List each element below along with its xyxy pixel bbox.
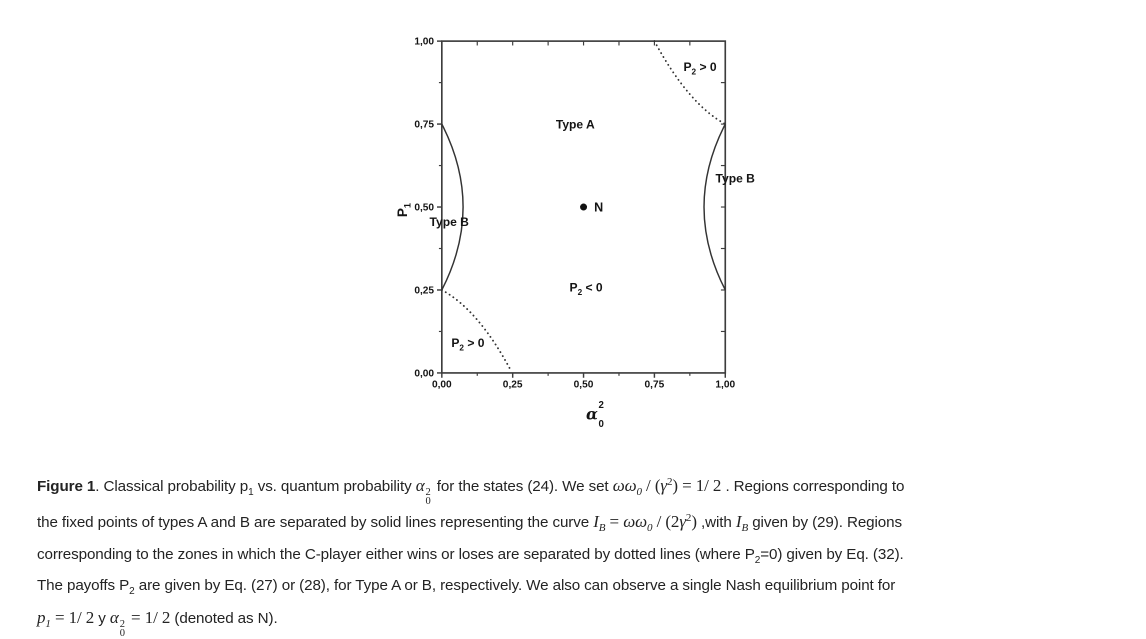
caption-text: ) <box>691 512 702 531</box>
caption-text: . Regions corresponding to <box>721 478 905 495</box>
caption-text: (denoted as N). <box>170 609 278 627</box>
region-type-a: Type A <box>556 117 595 131</box>
probability-chart: 0,00 0,25 0,50 0,75 1,00 1,00 0,75 0,50 0,25 0,00… <box>370 15 800 460</box>
caption-text: I <box>593 512 599 531</box>
caption-text: p <box>37 607 46 627</box>
x-tick-label: 0,00 <box>432 379 452 390</box>
region-type-b-left: Type B <box>430 215 470 229</box>
caption-text: given by (29). Regions <box>748 514 902 531</box>
x-tick-label: 0,25 <box>503 379 523 390</box>
caption-text: 0 <box>647 522 653 534</box>
caption-text: vs. quantum probability <box>253 478 416 495</box>
y-tick-label: 0,25 <box>414 285 434 296</box>
x-tick-label: 0,75 <box>645 379 665 390</box>
caption-text: ωω <box>612 476 637 495</box>
caption-text: 1 <box>248 487 254 498</box>
y-tick-label: 1,00 <box>414 37 434 48</box>
caption-text: 2 <box>754 554 761 566</box>
caption-text: = 1/ 2 <box>50 607 95 627</box>
figure-caption: Figure 1. Classical probability p1 vs. q… <box>37 470 1137 638</box>
region-p2-positive-top: P2 > 0 <box>683 60 716 76</box>
caption-line: The payoffs P2 are given by Eq. (27) or … <box>37 573 1137 605</box>
caption-text: are given by Eq. (27) or (28), for Type … <box>134 577 896 594</box>
caption-text: 2 <box>685 512 692 524</box>
y-tick-label: 0,50 <box>414 202 434 213</box>
caption-text: γ <box>660 476 667 495</box>
caption-text: ) = 1/ 2 <box>672 476 722 495</box>
caption-math-symbol: α <box>415 476 425 495</box>
caption-text: y <box>94 609 110 627</box>
y-tick-label: 0,00 <box>414 368 434 379</box>
caption-text: = <box>605 512 624 531</box>
region-p2-positive-bottom: P2 > 0 <box>451 336 484 352</box>
caption-text: ωω <box>623 512 648 531</box>
caption-text: =0) given by Eq. (32). <box>760 545 904 563</box>
caption-line: the fixed points of types A and B are se… <box>37 506 1137 542</box>
caption-text: ,with <box>701 514 736 531</box>
x-axis-title-subscript: 0 <box>599 419 604 430</box>
figure-page: 0,00 0,25 0,50 0,75 1,00 1,00 0,75 0,50 0,25 0,00… <box>37 15 905 639</box>
caption-text: / ( <box>641 476 661 495</box>
caption-line: corresponding to the zones in which the … <box>37 542 1137 574</box>
caption-text: / (2 <box>652 512 680 531</box>
nash-equilibrium-point <box>580 203 588 211</box>
caption-text: Figure 1 <box>37 478 96 495</box>
caption-text: The payoffs P <box>37 577 130 594</box>
curve-type-boundary-left <box>441 123 464 291</box>
y-tick-label: 0,75 <box>414 119 434 130</box>
x-tick-label: 0,50 <box>574 379 594 390</box>
caption-text: 0 <box>636 486 643 498</box>
x-tick-label: 1,00 <box>715 379 735 390</box>
caption-text: = 1/ 2 <box>126 607 171 627</box>
region-p2-negative-center: P2 < 0 <box>570 281 603 297</box>
caption-text: corresponding to the zones in which the … <box>37 545 755 563</box>
nash-equilibrium-point-label: N <box>594 200 603 214</box>
curve-p2-zero-top-right <box>653 40 727 125</box>
caption-text: the fixed points of types A and B are se… <box>37 514 594 531</box>
y-axis-title: P1 <box>395 203 412 217</box>
caption-text: B <box>741 522 749 534</box>
curve-p2-zero-bottom-left <box>440 289 513 373</box>
caption-text: for the states (24). We set <box>432 478 613 495</box>
chart-canvas: 0,00 0,25 0,50 0,75 1,00 1,00 0,75 0,50 0,25 0,00… <box>395 37 756 431</box>
caption-math-symbol: α <box>109 607 119 627</box>
caption-line: Figure 1. Classical probability p1 vs. q… <box>37 470 1137 507</box>
caption-text: γ <box>679 512 686 531</box>
x-axis-title-superscript: 2 <box>599 400 604 411</box>
x-axis-title: α <box>586 404 598 423</box>
curve-type-boundary-right <box>703 123 726 291</box>
caption-text: B <box>598 522 606 534</box>
region-type-b-right: Type B <box>716 171 756 185</box>
caption-text: I <box>735 512 742 531</box>
caption-text: 2 <box>129 586 135 597</box>
caption-text: 2 <box>667 476 673 488</box>
caption-text: . Classical probability p <box>95 478 249 495</box>
